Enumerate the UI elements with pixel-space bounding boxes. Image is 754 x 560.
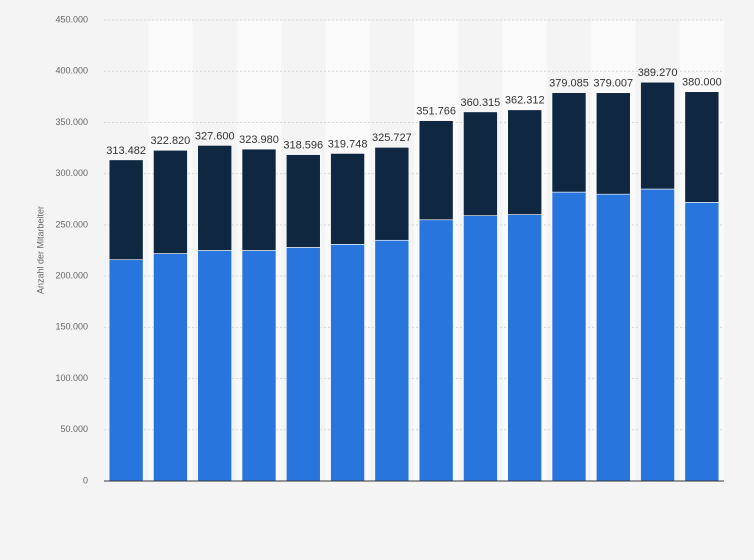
y-tick-label: 300.000 (55, 168, 88, 178)
total-label: 380.000 (682, 77, 722, 89)
bar-segment (374, 147, 410, 241)
y-tick-label: 350.000 (55, 117, 88, 127)
bar-segment (507, 214, 543, 482)
bar-segment (684, 91, 720, 203)
total-label: 379.007 (593, 78, 633, 90)
total-label: 327.600 (195, 130, 235, 142)
total-label: 319.748 (328, 138, 368, 150)
y-tick-label: 100.000 (55, 373, 88, 383)
y-tick-label: 400.000 (55, 66, 88, 76)
bar-segment (330, 153, 365, 245)
total-label: 322.820 (151, 135, 191, 147)
bar-segment (595, 92, 631, 195)
bar-segment (684, 202, 720, 482)
bar-segment (197, 250, 233, 482)
bar-segment (551, 191, 587, 482)
bar-segment (640, 81, 675, 190)
y-tick-label: 450.000 (55, 14, 88, 24)
y-tick-label: 250.000 (55, 219, 88, 229)
bar-segment (374, 239, 410, 482)
bar-segment (418, 219, 454, 482)
bar-segment (595, 193, 631, 482)
bar-segment (108, 259, 144, 482)
bar-segment (463, 215, 498, 482)
bar-segment (285, 154, 321, 248)
total-label: 389.270 (638, 67, 678, 79)
total-label: 323.980 (239, 134, 279, 146)
bar-segment (241, 148, 277, 251)
total-label: 325.727 (372, 132, 412, 144)
total-label: 362.312 (505, 95, 545, 107)
bar-segment (285, 247, 321, 482)
bar-segment (197, 145, 233, 251)
y-tick-label: 50.000 (60, 424, 88, 434)
bar-segment (153, 149, 188, 254)
bar-segment (640, 188, 675, 482)
y-tick-label: 200.000 (55, 270, 88, 280)
bar-segment (330, 244, 365, 482)
bar-segment (108, 159, 144, 261)
total-label: 313.482 (106, 145, 146, 157)
total-label: 379.085 (549, 78, 589, 90)
total-label: 318.596 (283, 140, 323, 152)
total-label: 360.315 (461, 97, 501, 109)
bar-segment (507, 109, 543, 215)
bar-segment (153, 253, 188, 482)
bar-segment (241, 250, 277, 482)
y-axis-label: Anzahl der Mitarbeiter (35, 206, 45, 294)
bar-segment (463, 111, 498, 216)
y-tick-label: 150.000 (55, 322, 88, 332)
total-label: 351.766 (416, 106, 456, 118)
y-tick-label: 0 (83, 475, 88, 485)
bar-segment (551, 92, 587, 193)
bar-segment (418, 120, 454, 221)
